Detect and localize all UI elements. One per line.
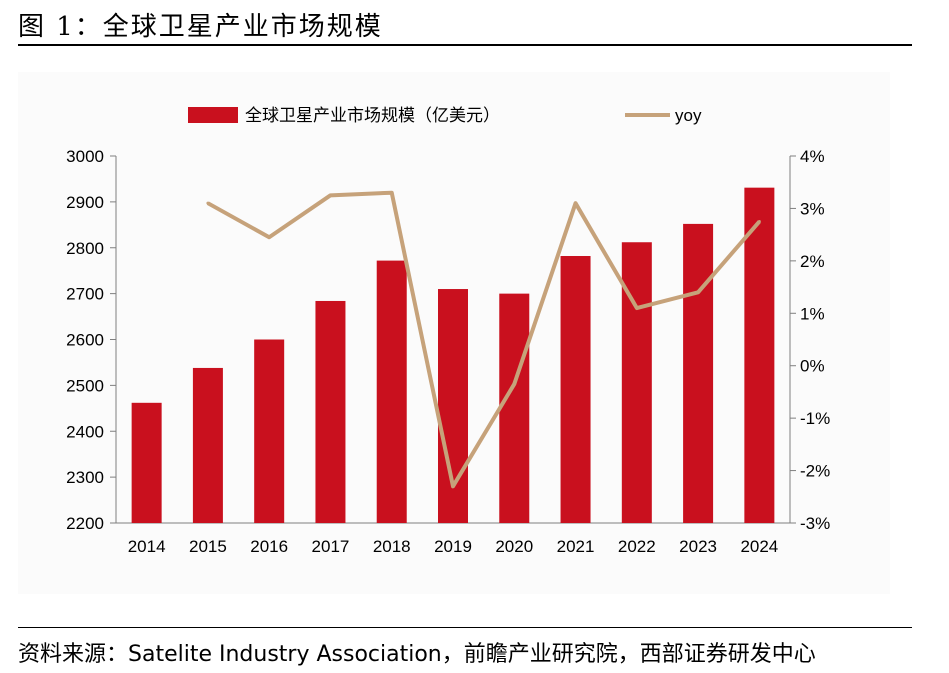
y-right-tick-label: 3%	[800, 199, 825, 218]
yoy-point	[635, 306, 639, 310]
legend-bar-label: 全球卫星产业市场规模（亿美元）	[245, 106, 500, 125]
yoy-point	[267, 235, 271, 239]
bar	[131, 402, 162, 523]
y-right-tick-label: 0%	[800, 357, 825, 376]
axes: 2200 2300 2400 2500 2600 2700 2800 2900 3000 -3% -…	[66, 147, 830, 556]
x-tick-label: 2017	[312, 537, 350, 556]
bar	[560, 256, 591, 523]
title-divider	[18, 44, 912, 46]
y-right-tick-label: -1%	[800, 409, 830, 428]
y-left-tick-label: 3000	[66, 147, 104, 166]
yoy-point	[574, 201, 578, 205]
bar	[315, 300, 346, 523]
y-left-tick-label: 2400	[66, 422, 104, 441]
yoy-line	[206, 190, 761, 489]
bar	[683, 223, 714, 523]
y-left-tick-label: 2600	[66, 331, 104, 350]
bars-layer	[131, 187, 775, 523]
x-tick-label: 2018	[373, 537, 411, 556]
bar	[499, 293, 530, 523]
yoy-point	[390, 191, 394, 195]
y-right-tick-label: 1%	[800, 304, 825, 323]
legend-bar-swatch	[188, 107, 238, 123]
x-tick-label: 2015	[189, 537, 227, 556]
y-left-tick-label: 2900	[66, 193, 104, 212]
bar	[621, 242, 652, 523]
x-tick-label: 2014	[128, 537, 166, 556]
combo-chart: 全球卫星产业市场规模（亿美元） yoy 2200 2300 2400 2500 2600…	[66, 106, 830, 556]
y-left-tick-label: 2500	[66, 376, 104, 395]
yoy-line-layer	[206, 190, 761, 489]
y-left-tick-label: 2300	[66, 468, 104, 487]
y-right-tick-label: -3%	[800, 514, 830, 533]
y-right-tick-label: 4%	[800, 147, 825, 166]
bar	[254, 339, 285, 523]
yoy-point	[696, 290, 700, 294]
x-tick-label: 2021	[557, 537, 595, 556]
x-tick-label: 2020	[495, 537, 533, 556]
y-left-tick-label: 2700	[66, 285, 104, 304]
legend-line-label: yoy	[675, 106, 702, 125]
x-tick-label: 2023	[679, 537, 717, 556]
source-note: 资料来源：Satelite Industry Association，前瞻产业研…	[18, 642, 816, 667]
legend: 全球卫星产业市场规模（亿美元） yoy	[188, 106, 702, 125]
x-tick-label: 2016	[250, 537, 288, 556]
y-left-tick-label: 2200	[66, 514, 104, 533]
source-divider	[18, 627, 912, 628]
x-tick-label: 2019	[434, 537, 472, 556]
x-tick-label: 2022	[618, 537, 656, 556]
y-left-tick-label: 2800	[66, 239, 104, 258]
y-right-tick-label: -2%	[800, 462, 830, 481]
bar	[192, 367, 223, 523]
yoy-point	[757, 220, 761, 224]
y-right-tick-label: 2%	[800, 252, 825, 271]
yoy-point	[451, 484, 455, 488]
bar	[376, 260, 407, 523]
page-title: 图 1：全球卫星产业市场规模	[18, 12, 383, 42]
yoy-point	[206, 201, 210, 205]
bar	[744, 187, 775, 523]
yoy-point	[512, 382, 516, 386]
x-tick-label: 2024	[740, 537, 778, 556]
chart-container: 全球卫星产业市场规模（亿美元） yoy 2200 2300 2400 2500 2600…	[18, 72, 890, 594]
yoy-point	[328, 193, 332, 197]
